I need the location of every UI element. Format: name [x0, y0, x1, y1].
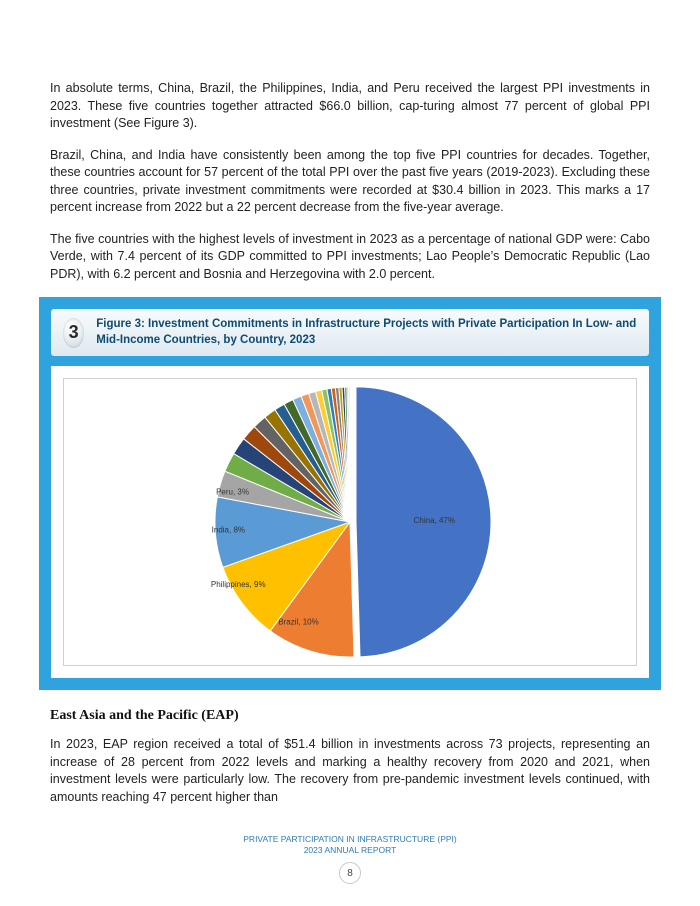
pie-label: Peru, 3%: [216, 487, 249, 496]
paragraph-3: The five countries with the highest leve…: [50, 231, 650, 284]
figure-number-badge: 3: [63, 318, 84, 348]
paragraph-1: In absolute terms, China, Brazil, the Ph…: [50, 80, 650, 133]
pie-chart: China, 47% Brazil, 10% Philippines, 9% Indi…: [195, 377, 505, 667]
chart-inner: China, 47% Brazil, 10% Philippines, 9% Indi…: [63, 378, 637, 666]
page-number: 8: [339, 862, 361, 884]
section-heading-eap: East Asia and the Pacific (EAP): [50, 708, 650, 724]
footer-line-1: PRIVATE PARTICIPATION IN INFRASTRUCTURE …: [0, 834, 700, 845]
pie-label: China, 47%: [414, 516, 455, 525]
paragraph-4: In 2023, EAP region received a total of …: [50, 736, 650, 806]
pie-svg: China, 47% Brazil, 10% Philippines, 9% Indi…: [195, 377, 505, 667]
footer-line-2: 2023 ANNUAL REPORT: [0, 845, 700, 856]
pie-label: Philippines, 9%: [211, 580, 266, 589]
figure-title: Figure 3: Investment Commitments in Infr…: [96, 317, 637, 348]
paragraph-2: Brazil, China, and India have consistent…: [50, 147, 650, 217]
pie-label: India, 8%: [212, 525, 245, 534]
figure-3-container: 3 Figure 3: Investment Commitments in In…: [39, 297, 661, 690]
page-footer: PRIVATE PARTICIPATION IN INFRASTRUCTURE …: [0, 834, 700, 884]
pie-label: Brazil, 10%: [278, 618, 318, 627]
chart-panel: China, 47% Brazil, 10% Philippines, 9% Indi…: [51, 366, 649, 678]
page-body: In absolute terms, China, Brazil, the Ph…: [0, 0, 700, 860]
figure-header: 3 Figure 3: Investment Commitments in In…: [51, 309, 649, 356]
